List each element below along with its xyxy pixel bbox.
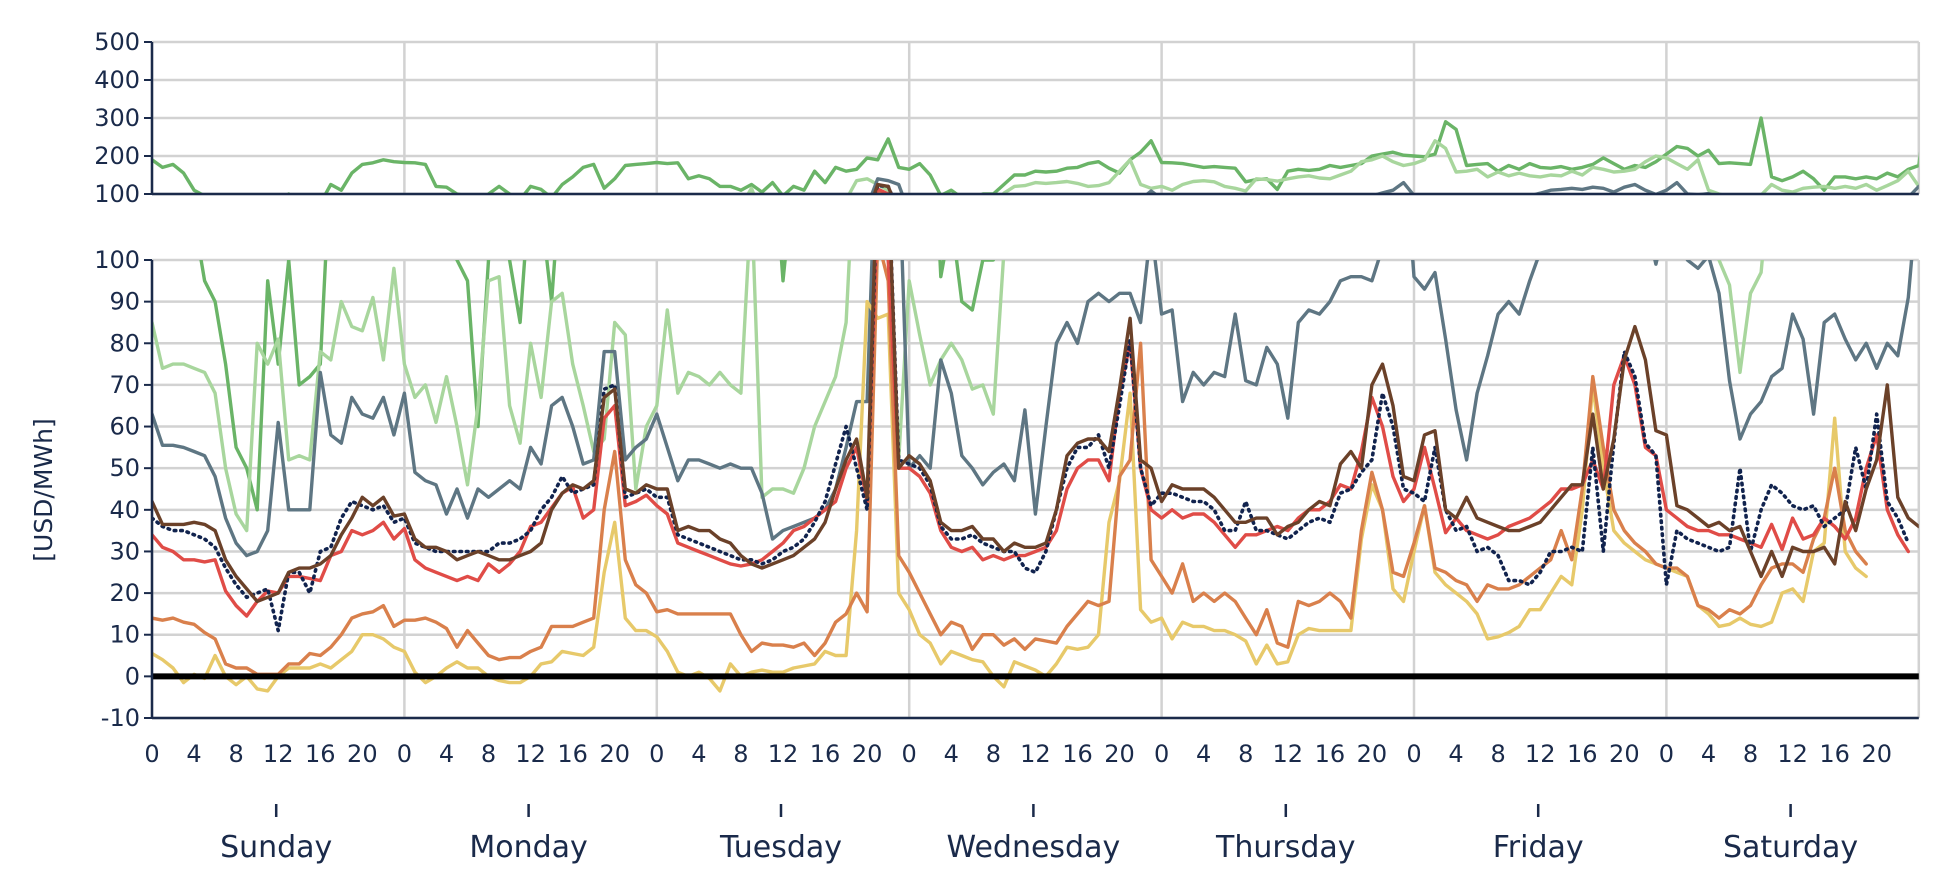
day-label-monday: Monday <box>469 830 587 865</box>
y-tick-label: 70 <box>109 371 140 399</box>
day-label-saturday: Saturday <box>1723 830 1858 865</box>
series-4-line <box>875 190 888 194</box>
y-tick-label: -10 <box>101 704 140 732</box>
x-tick-label: 12 <box>263 740 294 768</box>
grid-lines <box>150 40 1921 720</box>
day-label-thursday: Thursday <box>1215 830 1356 865</box>
y-tick-label: 10 <box>109 621 140 649</box>
y-tick-label: 300 <box>94 104 140 132</box>
y-axis-title: [USD/MWh] <box>29 418 58 561</box>
series-6-line <box>872 183 894 194</box>
x-tick-label: 16 <box>557 740 588 768</box>
x-tick-label: 8 <box>1743 740 1758 768</box>
x-tick-label: 16 <box>1315 740 1346 768</box>
x-tick-label: 8 <box>481 740 496 768</box>
x-tick-label: 16 <box>1819 740 1850 768</box>
x-tick-label: 0 <box>397 740 412 768</box>
series-1-line <box>392 139 1919 194</box>
y-tick-label: 60 <box>109 413 140 441</box>
x-tick-label: 4 <box>186 740 201 768</box>
x-tick-label: 4 <box>944 740 959 768</box>
y-tick-label: 50 <box>109 454 140 482</box>
y-tick-label: 100 <box>94 246 140 274</box>
x-tick-label: 20 <box>599 740 630 768</box>
x-tick-label: 16 <box>1567 740 1598 768</box>
y-tick-label: 100 <box>94 180 140 208</box>
x-tick-label: 0 <box>1154 740 1169 768</box>
series-0-line <box>152 116 1919 194</box>
series-lines <box>152 116 1919 693</box>
y-tick-label: 80 <box>109 329 140 357</box>
x-tick-label: 20 <box>852 740 883 768</box>
x-tick-label: 8 <box>986 740 1001 768</box>
day-label-friday: Friday <box>1493 830 1584 865</box>
day-label-tuesday: Tuesday <box>719 830 842 865</box>
day-label-wednesday: Wednesday <box>947 830 1121 865</box>
series-2-line <box>152 260 1914 558</box>
x-tick-label: 12 <box>515 740 546 768</box>
y-tick-label: 90 <box>109 288 140 316</box>
x-tick-label: 16 <box>1062 740 1093 768</box>
y-tick-label: 500 <box>94 28 140 56</box>
x-tick-label: 8 <box>1238 740 1253 768</box>
x-tick-label: 20 <box>347 740 378 768</box>
x-tick-label: 8 <box>1490 740 1505 768</box>
x-tick-label: 16 <box>305 740 336 768</box>
y-tick-label: 400 <box>94 66 140 94</box>
series-1-line <box>152 260 1764 533</box>
series-3-line <box>152 198 1866 234</box>
axis-labels: 100200300400500-100102030405060708090100… <box>94 28 1892 865</box>
x-tick-label: 4 <box>1701 740 1716 768</box>
x-tick-label: 8 <box>228 740 243 768</box>
series-4-line <box>152 260 1868 676</box>
series-2-line <box>870 177 1919 194</box>
series-7-line <box>872 182 894 194</box>
x-tick-label: 0 <box>1659 740 1674 768</box>
y-tick-label: 0 <box>125 662 140 690</box>
x-tick-label: 12 <box>1777 740 1808 768</box>
x-tick-label: 20 <box>1357 740 1388 768</box>
x-tick-label: 0 <box>902 740 917 768</box>
x-tick-label: 12 <box>1525 740 1556 768</box>
x-tick-label: 0 <box>1406 740 1421 768</box>
y-tick-label: 30 <box>109 537 140 565</box>
x-tick-label: 0 <box>649 740 664 768</box>
x-tick-label: 4 <box>691 740 706 768</box>
x-tick-label: 20 <box>1104 740 1135 768</box>
series-7-line <box>152 260 1919 604</box>
axes <box>144 41 1919 817</box>
x-tick-label: 4 <box>439 740 454 768</box>
x-tick-label: 4 <box>1196 740 1211 768</box>
y-tick-label: 20 <box>109 579 140 607</box>
series-5-line <box>152 260 1910 618</box>
x-tick-label: 4 <box>1448 740 1463 768</box>
y-tick-label: 200 <box>94 142 140 170</box>
x-tick-label: 0 <box>144 740 159 768</box>
x-tick-label: 8 <box>733 740 748 768</box>
x-tick-label: 20 <box>1609 740 1640 768</box>
y-tick-label: 40 <box>109 496 140 524</box>
x-tick-label: 20 <box>1861 740 1892 768</box>
x-tick-label: 12 <box>1020 740 1051 768</box>
x-tick-label: 12 <box>768 740 799 768</box>
x-tick-label: 16 <box>810 740 841 768</box>
day-label-sunday: Sunday <box>220 830 332 865</box>
x-tick-label: 12 <box>1273 740 1304 768</box>
